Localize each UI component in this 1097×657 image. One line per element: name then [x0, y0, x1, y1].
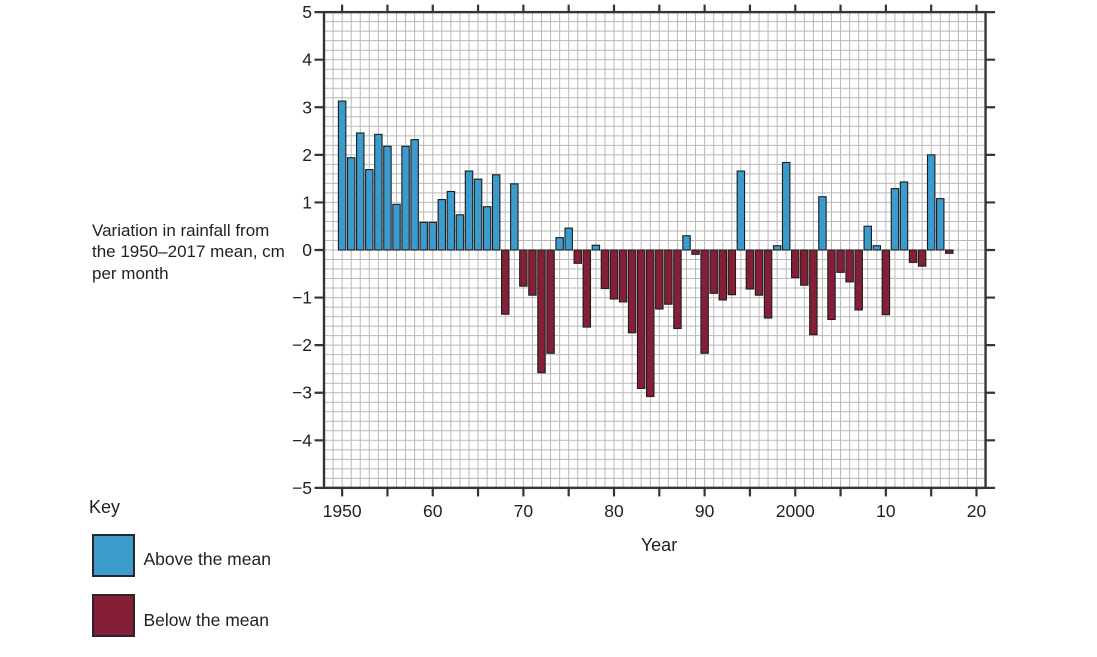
svg-text:20: 20	[967, 501, 987, 521]
svg-text:5: 5	[302, 2, 312, 22]
svg-text:70: 70	[514, 501, 534, 521]
svg-text:90: 90	[695, 501, 715, 521]
svg-text:−4: −4	[292, 430, 312, 450]
svg-text:−3: −3	[292, 383, 312, 403]
svg-text:1: 1	[302, 192, 312, 212]
svg-text:2000: 2000	[776, 501, 815, 521]
svg-text:80: 80	[604, 501, 624, 521]
svg-text:−5: −5	[292, 478, 312, 498]
svg-text:2: 2	[302, 145, 312, 165]
svg-text:3: 3	[302, 97, 312, 117]
svg-text:1950: 1950	[323, 501, 362, 521]
svg-text:60: 60	[423, 501, 443, 521]
svg-text:4: 4	[302, 50, 312, 70]
svg-text:Year: Year	[641, 535, 677, 555]
svg-text:−1: −1	[292, 288, 312, 308]
svg-text:10: 10	[876, 501, 896, 521]
svg-text:0: 0	[302, 240, 312, 260]
svg-text:−2: −2	[292, 335, 312, 355]
